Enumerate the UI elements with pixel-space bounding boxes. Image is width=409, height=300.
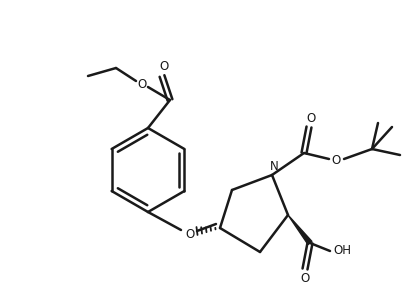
Text: O: O <box>185 227 194 241</box>
Text: O: O <box>300 272 309 284</box>
Text: O: O <box>330 154 340 167</box>
Text: N: N <box>269 160 278 173</box>
Text: O: O <box>137 77 146 91</box>
Text: O: O <box>306 112 315 124</box>
Text: OH: OH <box>332 244 350 257</box>
Text: O: O <box>159 61 168 74</box>
Polygon shape <box>287 215 311 244</box>
